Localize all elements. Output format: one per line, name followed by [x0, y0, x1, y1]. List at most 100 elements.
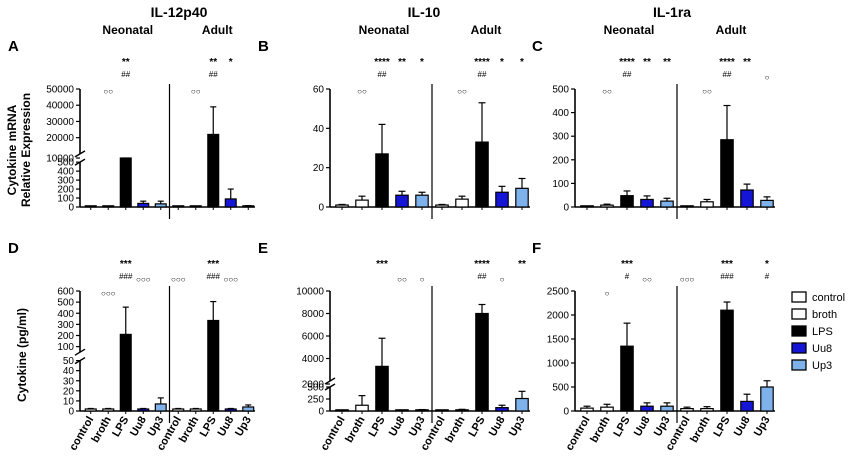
- y-tick-label: 500: [552, 383, 569, 394]
- bar-broth: [189, 408, 202, 412]
- y-tick-label: 500: [57, 158, 74, 169]
- y-tick-label: 500: [57, 298, 74, 309]
- bar-up3: [660, 405, 674, 412]
- bar-broth: [600, 204, 614, 208]
- bar-lps: [720, 139, 734, 208]
- bar-up3: [415, 409, 429, 412]
- panel-letter: F: [532, 240, 541, 257]
- bar-broth: [102, 408, 115, 412]
- x-tick-label: Uu8: [732, 415, 753, 439]
- bar-control: [680, 408, 694, 412]
- axis-break-mark: [324, 377, 336, 385]
- significance-stars: **: [122, 57, 130, 68]
- x-tick-label: LPS: [612, 415, 633, 440]
- legend: control broth LPS Uu8 Up3: [791, 291, 845, 372]
- bar-uu8: [137, 202, 150, 208]
- legend-label: broth: [812, 309, 837, 321]
- bar-broth: [355, 199, 369, 208]
- bar-broth: [455, 198, 469, 208]
- y-tick-label: 50: [63, 356, 75, 367]
- bar-uu8: [495, 407, 509, 412]
- y-tick-label: 0: [318, 407, 324, 418]
- y-axis-label: Cytokine (pg/ml): [15, 308, 29, 402]
- y-tick-label: 50000: [46, 85, 74, 96]
- y-tick-label: 200: [57, 185, 74, 196]
- group-label: Adult: [716, 23, 747, 37]
- bar-broth: [600, 406, 614, 412]
- column-title: IL-10: [408, 4, 441, 20]
- y-tick-label: 40: [63, 366, 75, 377]
- bar-lps: [207, 133, 220, 208]
- y-tick-label: 4000: [302, 354, 325, 365]
- y-tick-label: 20: [313, 163, 325, 174]
- x-tick-label: Uu8: [387, 415, 408, 439]
- bar-up3: [760, 386, 774, 412]
- bar-control: [84, 408, 97, 412]
- bar-up3: [154, 403, 167, 412]
- group-label: Adult: [202, 23, 233, 37]
- bar-lps: [475, 141, 489, 208]
- group-label: Neonatal: [102, 23, 153, 37]
- significance-hashes: ###: [720, 272, 734, 281]
- bar-up3: [242, 205, 255, 208]
- y-tick-label: 1000: [547, 359, 570, 370]
- significance-circles: ○○: [642, 275, 652, 284]
- significance-circles: ○○: [191, 87, 201, 96]
- y-tick-label: 500: [552, 85, 569, 96]
- bar-broth: [700, 408, 714, 412]
- significance-stars: ****: [719, 57, 735, 68]
- y-tick-label: 400: [57, 309, 74, 320]
- panel-D: 01020304050100200300400500600Dcontrol○○○…: [8, 240, 255, 453]
- y-tick-label: 100: [57, 194, 74, 205]
- x-tick-label: Uu8: [128, 415, 149, 439]
- legend-swatch-broth: [791, 308, 807, 320]
- significance-stars: *: [500, 57, 504, 68]
- y-axis-label: Relative Expression: [19, 93, 33, 207]
- bar-up3: [415, 194, 429, 208]
- significance-circles: ○○○: [136, 275, 151, 284]
- y-tick-label: 10000: [296, 287, 324, 298]
- y-tick-label: 0: [563, 203, 569, 214]
- y-axis-labels: Cytokine mRNA Relative Expression Cytoki…: [5, 93, 33, 402]
- bar-lps: [119, 333, 132, 412]
- bar-lps: [620, 345, 634, 412]
- y-tick-label: 1500: [547, 335, 570, 346]
- y-axis-label: Cytokine mRNA: [5, 104, 19, 195]
- significance-circles: ○: [420, 275, 425, 284]
- significance-stars: **: [663, 57, 671, 68]
- group-label: Neonatal: [604, 23, 655, 37]
- panel-letter: B: [258, 38, 269, 55]
- bar-lps: [720, 309, 734, 412]
- x-tick-label: LPS: [467, 415, 488, 440]
- bar-uu8: [640, 405, 654, 412]
- bar-broth: [355, 404, 369, 412]
- x-tick-label: broth: [688, 414, 713, 445]
- significance-stars: ***: [376, 259, 388, 270]
- x-tick-label: LPS: [367, 415, 388, 440]
- bar-control: [435, 204, 449, 208]
- significance-circles: ○: [765, 73, 770, 82]
- bar-broth: [189, 205, 202, 208]
- bar-control: [580, 205, 594, 208]
- y-tick-label: 30000: [46, 117, 74, 128]
- legend-label: Uu8: [812, 343, 832, 355]
- column-title: IL-12p40: [151, 4, 208, 20]
- bar-uu8: [740, 400, 754, 412]
- y-tick-label: 250: [307, 395, 324, 406]
- y-tick-label: 400: [552, 108, 569, 119]
- y-tick-label: 40000: [46, 101, 74, 112]
- significance-hashes: ##: [209, 70, 218, 79]
- significance-stars: **: [209, 57, 217, 68]
- significance-circles: ○○○: [680, 275, 695, 284]
- group-label: Adult: [471, 23, 502, 37]
- y-tick-label: 100: [552, 179, 569, 190]
- legend-swatch-control: [791, 291, 807, 303]
- x-tick-label: control: [319, 415, 348, 453]
- bar-control: [172, 205, 185, 208]
- significance-hashes: ##: [623, 70, 632, 79]
- bar-uu8: [395, 409, 409, 412]
- y-tick-label: 2000: [547, 311, 570, 322]
- y-tick-label: 60: [313, 85, 325, 96]
- bar-uu8: [224, 198, 237, 208]
